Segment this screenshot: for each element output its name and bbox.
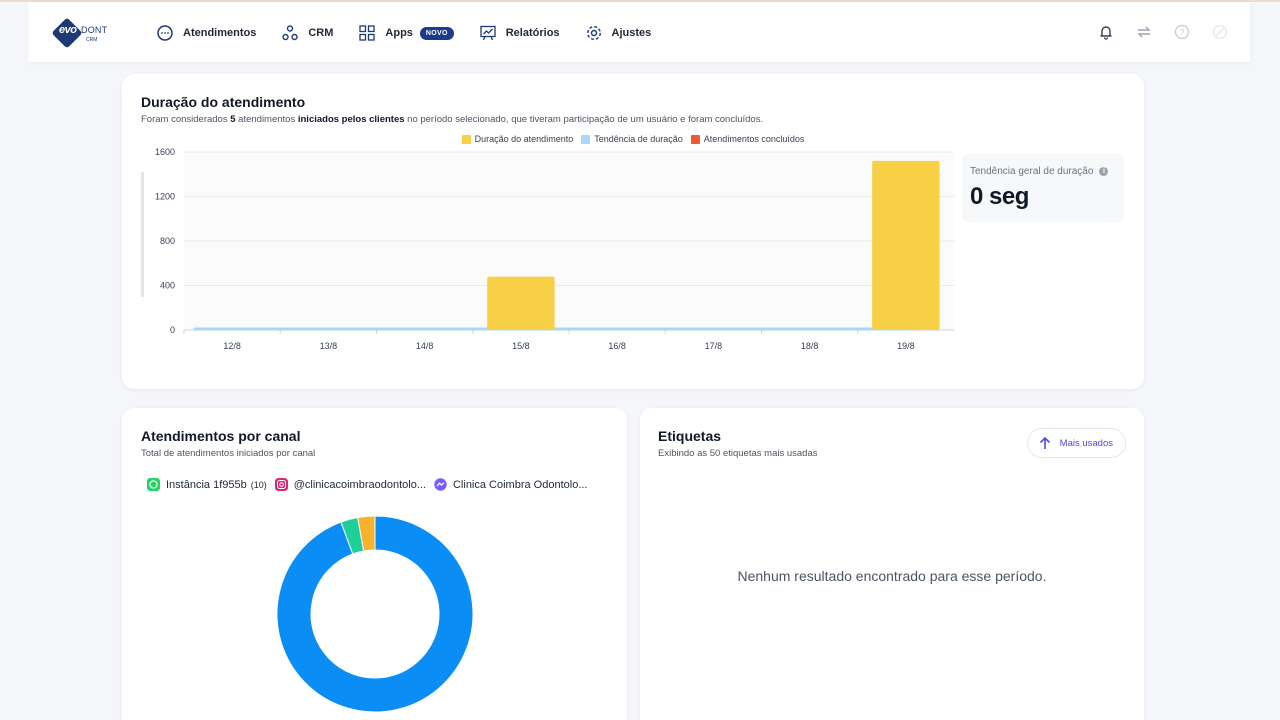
trend-value: 0 seg [970,183,1029,210]
notifications-button[interactable] [1096,22,1116,42]
x-tick-label: 18/8 [801,341,819,351]
duration-card: Duração do atendimento Foram considerado… [122,74,1144,389]
canal-card-subtitle: Total de atendimentos iniciados por cana… [141,448,316,459]
legend-label: Tendência de duração [594,134,683,144]
logo-text-secondary: DONT [81,25,108,35]
brand-logo[interactable]: evo DONT CRM [51,17,108,49]
channel-legend: Instância 1f955b (10) @clinicacoimbraodo… [147,478,596,491]
y-tick-label: 800 [160,236,175,246]
instagram-icon [274,478,288,491]
x-tick-label: 15/8 [512,341,530,351]
top-navigation-bar: evo DONT CRM Atendimentos CRM Apps NOVO … [28,2,1250,62]
gear-icon [586,25,601,41]
channel-count: (10) [250,479,267,490]
help-icon: ? [1174,24,1190,40]
y-tick-label: 1600 [155,147,175,157]
info-icon[interactable]: i [1099,167,1109,176]
x-tick-label: 16/8 [608,341,626,351]
new-badge: NOVO [419,26,454,40]
help-button[interactable]: ? [1172,22,1192,42]
x-tick-label: 19/8 [897,341,915,351]
sort-button-label: Mais usados [1059,437,1113,449]
channel-legend-messenger[interactable]: Clinica Coimbra Odontolo... [434,478,588,491]
messenger-icon [434,478,447,491]
logo-text: evo [59,24,77,36]
donut-slice[interactable] [276,515,474,713]
x-tick-label: 14/8 [416,341,434,351]
nav-item-crm[interactable]: CRM [281,24,333,42]
bar-duracao-19-8 [872,160,940,330]
nav-label: CRM [308,27,334,39]
legend-swatch [581,134,591,144]
nav-label: Relatórios [505,27,560,39]
channel-label: @clinicacoimbraodontolo... [293,478,426,491]
chat-bubble-icon [157,25,173,41]
x-tick-label: 13/8 [320,341,338,351]
channel-label: Clinica Coimbra Odontolo... [452,478,588,491]
whatsapp-icon [147,478,160,491]
channel-label: Instância 1f955b [166,478,247,491]
empty-state-message: Nenhum resultado encontrado para esse pe… [737,568,1047,584]
trend-summary-box: Tendência geral de duração i 0 seg [962,154,1124,222]
main-nav: Atendimentos CRM Apps NOVO Relatórios Aj… [156,20,676,46]
nav-item-ajustes[interactable]: Ajustes [585,24,652,42]
top-accent-line [0,0,1280,2]
switch-button[interactable] [1134,22,1154,42]
top-right-actions: ? [1078,22,1230,42]
apps-grid-icon [359,25,376,41]
status-off-icon [1212,24,1228,40]
status-button[interactable] [1210,22,1230,42]
duration-bar-chart: 0 400 800 1200 1600 12/8 13/8 14/8 15/8 16/8 17/8 1… [141,147,954,351]
x-tick-label: 12/8 [223,341,241,351]
duration-card-subtitle: Foram considerados 5 atendimentos inicia… [141,114,764,125]
legend-item-concluidos[interactable]: Atendimentos concluídos [690,134,805,144]
logo-subtext: CRM [86,37,98,43]
sort-most-used-button[interactable]: Mais usados [1026,428,1126,458]
report-chart-icon [480,25,496,41]
legend-swatch [690,134,700,144]
arrow-up-icon [1039,436,1050,449]
swap-arrows-icon [1137,26,1151,38]
channel-donut-chart [276,515,474,713]
nav-label: Atendimentos [183,27,257,39]
tags-card-subtitle: Exibindo as 50 etiquetas mais usadas [658,448,818,459]
nav-item-apps[interactable]: Apps NOVO [358,24,454,42]
legend-item-duracao[interactable]: Duração do atendimento [461,134,574,144]
channel-legend-whatsapp[interactable]: Instância 1f955b (10) [147,478,267,491]
legend-item-tendencia[interactable]: Tendência de duração [581,134,683,144]
channel-legend-instagram[interactable]: @clinicacoimbraodontolo... [274,478,426,491]
canal-card: Atendimentos por canal Total de atendime… [122,408,627,720]
crm-nodes-icon [282,25,299,41]
svg-text:?: ? [1180,28,1185,37]
y-tick-label: 1200 [155,192,175,202]
bell-icon [1100,26,1112,40]
y-axis-label-stub [141,172,144,297]
y-tick-label: 400 [160,281,175,291]
trend-label: Tendência geral de duração i [970,166,1116,177]
tags-card-title: Etiquetas [658,428,722,444]
legend-swatch [461,134,471,144]
nav-label: Apps [385,27,413,39]
y-tick-label: 0 [170,325,175,335]
duration-card-title: Duração do atendimento [141,94,306,110]
bar-duracao-15-8 [487,276,555,330]
legend-label: Atendimentos concluídos [703,134,805,144]
canal-card-title: Atendimentos por canal [141,428,301,444]
nav-item-relatorios[interactable]: Relatórios [479,24,560,42]
nav-label: Ajustes [611,27,652,39]
legend-label: Duração do atendimento [474,134,574,144]
nav-item-atendimentos[interactable]: Atendimentos [156,24,256,42]
chart-legend: Duração do atendimento Tendência de dura… [122,134,1144,144]
tags-card: Etiquetas Exibindo as 50 etiquetas mais … [640,408,1144,720]
x-tick-label: 17/8 [705,341,723,351]
